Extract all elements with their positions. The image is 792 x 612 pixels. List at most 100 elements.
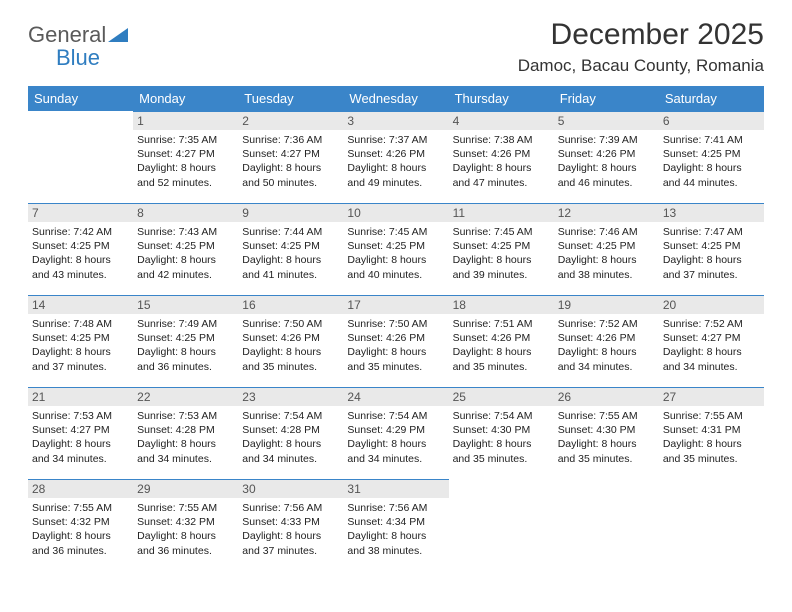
calendar-day-cell: 27Sunrise: 7:55 AMSunset: 4:31 PMDayligh…: [659, 387, 764, 479]
daylight-text: Daylight: 8 hours and 38 minutes.: [558, 253, 655, 281]
sunset-text: Sunset: 4:27 PM: [137, 147, 234, 161]
daylight-text: Daylight: 8 hours and 43 minutes.: [32, 253, 129, 281]
sunrise-text: Sunrise: 7:51 AM: [453, 317, 550, 331]
date-number: 19: [554, 295, 659, 314]
date-number: 13: [659, 203, 764, 222]
day-details: Sunrise: 7:39 AMSunset: 4:26 PMDaylight:…: [558, 133, 655, 190]
column-header: Thursday: [449, 86, 554, 111]
sunset-text: Sunset: 4:28 PM: [137, 423, 234, 437]
calendar-day-cell: [659, 479, 764, 571]
sunrise-text: Sunrise: 7:44 AM: [242, 225, 339, 239]
sunrise-text: Sunrise: 7:55 AM: [663, 409, 760, 423]
calendar-day-cell: 2Sunrise: 7:36 AMSunset: 4:27 PMDaylight…: [238, 111, 343, 203]
sunset-text: Sunset: 4:25 PM: [558, 239, 655, 253]
sunrise-text: Sunrise: 7:52 AM: [663, 317, 760, 331]
date-number: 10: [343, 203, 448, 222]
sunrise-text: Sunrise: 7:55 AM: [137, 501, 234, 515]
sunrise-text: Sunrise: 7:56 AM: [347, 501, 444, 515]
sunset-text: Sunset: 4:25 PM: [347, 239, 444, 253]
sunset-text: Sunset: 4:33 PM: [242, 515, 339, 529]
sunset-text: Sunset: 4:28 PM: [242, 423, 339, 437]
calendar-day-cell: 26Sunrise: 7:55 AMSunset: 4:30 PMDayligh…: [554, 387, 659, 479]
calendar-day-cell: 20Sunrise: 7:52 AMSunset: 4:27 PMDayligh…: [659, 295, 764, 387]
daylight-text: Daylight: 8 hours and 35 minutes.: [242, 345, 339, 373]
day-details: Sunrise: 7:55 AMSunset: 4:32 PMDaylight:…: [32, 501, 129, 558]
location-text: Damoc, Bacau County, Romania: [518, 56, 764, 76]
day-details: Sunrise: 7:55 AMSunset: 4:32 PMDaylight:…: [137, 501, 234, 558]
page-title: December 2025: [518, 18, 764, 52]
date-number: 8: [133, 203, 238, 222]
sunrise-text: Sunrise: 7:46 AM: [558, 225, 655, 239]
calendar-day-cell: 4Sunrise: 7:38 AMSunset: 4:26 PMDaylight…: [449, 111, 554, 203]
daylight-text: Daylight: 8 hours and 37 minutes.: [663, 253, 760, 281]
calendar-day-cell: 6 Sunrise: 7:41 AMSunset: 4:25 PMDaylight…: [659, 111, 764, 203]
logo: General Blue: [28, 24, 128, 70]
day-details: Sunrise: 7:50 AMSunset: 4:26 PMDaylight:…: [242, 317, 339, 374]
sunset-text: Sunset: 4:25 PM: [453, 239, 550, 253]
calendar-day-cell: 31Sunrise: 7:56 AMSunset: 4:34 PMDayligh…: [343, 479, 448, 571]
sunrise-text: Sunrise: 7:43 AM: [137, 225, 234, 239]
calendar-week-row: 14Sunrise: 7:48 AMSunset: 4:25 PMDayligh…: [28, 295, 764, 387]
sunset-text: Sunset: 4:29 PM: [347, 423, 444, 437]
daylight-text: Daylight: 8 hours and 36 minutes.: [137, 345, 234, 373]
day-details: Sunrise: 7:44 AMSunset: 4:25 PMDaylight:…: [242, 225, 339, 282]
title-block: December 2025 Damoc, Bacau County, Roman…: [518, 18, 764, 76]
sunset-text: Sunset: 4:34 PM: [347, 515, 444, 529]
calendar-day-cell: 10Sunrise: 7:45 AMSunset: 4:25 PMDayligh…: [343, 203, 448, 295]
calendar-day-cell: 3Sunrise: 7:37 AMSunset: 4:26 PMDaylight…: [343, 111, 448, 203]
column-header: Saturday: [659, 86, 764, 111]
calendar-week-row: 28Sunrise: 7:55 AMSunset: 4:32 PMDayligh…: [28, 479, 764, 571]
sunrise-text: Sunrise: 7:48 AM: [32, 317, 129, 331]
calendar-day-cell: 11Sunrise: 7:45 AMSunset: 4:25 PMDayligh…: [449, 203, 554, 295]
sunset-text: Sunset: 4:26 PM: [242, 331, 339, 345]
sunrise-text: Sunrise: 7:37 AM: [347, 133, 444, 147]
calendar-day-cell: 15 Sunrise: 7:49 AMSunset: 4:25 PMDayligh…: [133, 295, 238, 387]
sunset-text: Sunset: 4:25 PM: [663, 239, 760, 253]
date-number: 22: [133, 387, 238, 406]
sunrise-text: Sunrise: 7:42 AM: [32, 225, 129, 239]
day-details: Sunrise: 7:45 AMSunset: 4:25 PMDaylight:…: [453, 225, 550, 282]
sunset-text: Sunset: 4:26 PM: [347, 331, 444, 345]
day-details: Sunrise: 7:41 AMSunset: 4:25 PMDaylight:…: [663, 133, 760, 190]
daylight-text: Daylight: 8 hours and 36 minutes.: [137, 529, 234, 557]
daylight-text: Daylight: 8 hours and 39 minutes.: [453, 253, 550, 281]
date-number: 26: [554, 387, 659, 406]
day-details: Sunrise: 7:38 AMSunset: 4:26 PMDaylight:…: [453, 133, 550, 190]
day-details: Sunrise: 7:52 AMSunset: 4:26 PMDaylight:…: [558, 317, 655, 374]
date-number: 12: [554, 203, 659, 222]
date-number: 1: [133, 111, 238, 130]
day-details: Sunrise: 7:53 AMSunset: 4:28 PMDaylight:…: [137, 409, 234, 466]
sunset-text: Sunset: 4:25 PM: [32, 239, 129, 253]
sunset-text: Sunset: 4:25 PM: [242, 239, 339, 253]
day-details: Sunrise: 7:37 AMSunset: 4:26 PMDaylight:…: [347, 133, 444, 190]
calendar-day-cell: 7Sunrise: 7:42 AMSunset: 4:25 PMDaylight…: [28, 203, 133, 295]
date-number: 24: [343, 387, 448, 406]
sunrise-text: Sunrise: 7:55 AM: [32, 501, 129, 515]
sunset-text: Sunset: 4:30 PM: [558, 423, 655, 437]
daylight-text: Daylight: 8 hours and 35 minutes.: [453, 437, 550, 465]
calendar-day-cell: 22 Sunrise: 7:53 AMSunset: 4:28 PMDayligh…: [133, 387, 238, 479]
sunset-text: Sunset: 4:31 PM: [663, 423, 760, 437]
calendar-day-cell: [449, 479, 554, 571]
calendar-week-row: 21Sunrise: 7:53 AMSunset: 4:27 PMDayligh…: [28, 387, 764, 479]
day-details: Sunrise: 7:54 AMSunset: 4:28 PMDaylight:…: [242, 409, 339, 466]
column-header: Tuesday: [238, 86, 343, 111]
date-number: 25: [449, 387, 554, 406]
date-number: 16: [238, 295, 343, 314]
calendar-day-cell: 23Sunrise: 7:54 AMSunset: 4:28 PMDayligh…: [238, 387, 343, 479]
day-details: Sunrise: 7:49 AMSunset: 4:25 PMDaylight:…: [137, 317, 234, 374]
logo-triangle-icon: [108, 26, 128, 47]
day-details: Sunrise: 7:54 AMSunset: 4:29 PMDaylight:…: [347, 409, 444, 466]
date-number: 6: [659, 111, 764, 130]
date-number: 15: [133, 295, 238, 314]
day-details: Sunrise: 7:51 AMSunset: 4:26 PMDaylight:…: [453, 317, 550, 374]
sunset-text: Sunset: 4:26 PM: [558, 147, 655, 161]
sunset-text: Sunset: 4:30 PM: [453, 423, 550, 437]
calendar-table: SundayMondayTuesdayWednesdayThursdayFrid…: [28, 86, 764, 571]
date-number: 31: [343, 479, 448, 498]
header: General Blue December 2025 Damoc, Bacau …: [28, 18, 764, 76]
sunset-text: Sunset: 4:27 PM: [32, 423, 129, 437]
daylight-text: Daylight: 8 hours and 34 minutes.: [137, 437, 234, 465]
calendar-day-cell: 13Sunrise: 7:47 AMSunset: 4:25 PMDayligh…: [659, 203, 764, 295]
calendar-day-cell: [28, 111, 133, 203]
